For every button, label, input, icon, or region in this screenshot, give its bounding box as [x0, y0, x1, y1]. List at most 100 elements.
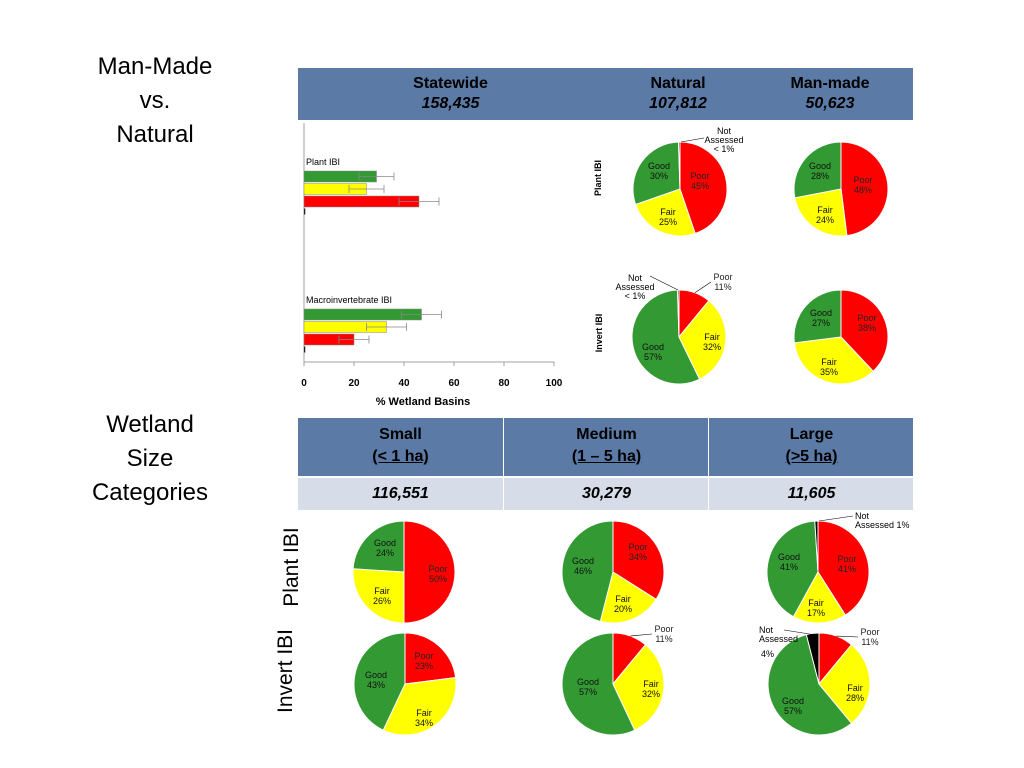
pie-value-not-assessed: < 1%: [625, 291, 646, 301]
size-large-label: Large: [789, 426, 834, 443]
pie-value-good: 28%: [811, 171, 829, 181]
pie-label-poor: Poor: [428, 564, 447, 574]
header-man-made-label: Man-made: [790, 75, 870, 92]
pie-slice-large-invert-not-assessed: [805, 632, 820, 685]
pie-slice-medium-invert-good: [561, 632, 636, 736]
pie-label-good: Good: [577, 677, 599, 687]
pie-value-good: 30%: [650, 171, 668, 181]
size-count-cell-medium: 30,279: [503, 478, 709, 510]
bar-chart-x-tick-label: 20: [348, 378, 360, 389]
header-man-made: Man-made 50,623: [770, 74, 890, 114]
pie-slice-small-invert-good: [353, 632, 406, 731]
pie-slice-natural-invert-good: [631, 289, 701, 385]
size-large-range: (>5 ha): [785, 448, 838, 465]
pie-value-fair: 32%: [642, 689, 660, 699]
pie-value-good: 57%: [784, 706, 802, 716]
pie-value-fair: 20%: [614, 604, 632, 614]
pie-label-good: Good: [642, 342, 664, 352]
pie-value-poor: 34%: [629, 552, 647, 562]
pie-slice-natural-plant-poor: [679, 141, 728, 235]
pie-leader-line: [836, 635, 859, 638]
pie-slice-natural-plant-not-assessed: [678, 141, 681, 190]
pie-label-good: Good: [810, 308, 832, 318]
pie-slice-small-plant-fair: [352, 568, 405, 624]
bar-not-assessed: [303, 346, 306, 353]
size-header-band: Small (< 1 ha) Medium (1 – 5 ha) Large (…: [298, 418, 913, 476]
pie-label-fair: Fair: [817, 205, 833, 215]
pie-slice-small-plant-poor: [403, 520, 456, 624]
pie-value-poor: 50%: [429, 574, 447, 584]
pie-value-good: 43%: [367, 680, 385, 690]
pie-label-good: Good: [778, 552, 800, 562]
pie-label-fair: Fair: [821, 357, 837, 367]
size-count-cell-small: 116,551: [298, 478, 503, 510]
pie-value-poor: 45%: [691, 181, 709, 191]
pie-slice-large-plant-not-assessed: [814, 520, 819, 573]
pie-leader-line: [694, 281, 712, 294]
pie-slice-large-invert-fair: [818, 643, 871, 725]
pie-value-fair: 35%: [820, 367, 838, 377]
header-statewide-count: 158,435: [421, 95, 480, 112]
size-large-count: 11,605: [787, 485, 836, 502]
pie-label-poor: Poor: [654, 624, 673, 634]
pie-label-fair: Fair: [374, 586, 390, 596]
pie-leader-line: [680, 137, 705, 143]
pie-label-not-assessed: Not: [628, 273, 643, 283]
size-header-small: Small (< 1 ha): [298, 418, 503, 476]
top-header-band: Statewide 158,435 Natural 107,812 Man-ma…: [298, 68, 913, 120]
pie-value-poor: 48%: [854, 185, 872, 195]
header-natural-count: 107,812: [649, 95, 707, 112]
header-statewide-label: Statewide: [413, 75, 488, 92]
pie-slice-large-plant-good: [766, 520, 819, 618]
bar-chart-x-tick-label: 80: [498, 378, 510, 389]
pie-label-good: Good: [782, 696, 804, 706]
pie-label-poor: Poor: [837, 554, 856, 564]
pie-label-not-assessed: Assessed: [704, 135, 743, 145]
pie-value-fair: 28%: [846, 693, 864, 703]
bar-group-label: Plant IBI: [306, 157, 340, 167]
pie-label-poor: Poor: [860, 627, 879, 637]
size-count-cell-large: 11,605: [708, 478, 914, 510]
pie-slice-large-invert-good: [767, 633, 853, 736]
bar-group-label: Macroinvertebrate IBI: [306, 295, 392, 305]
pie-slice-medium-plant-good: [561, 520, 614, 623]
pie-leader-line: [783, 629, 817, 636]
pie-label-not-assessed: Not: [717, 126, 732, 136]
pie-label-fair: Fair: [808, 598, 824, 608]
size-medium-label: Medium: [576, 426, 637, 443]
size-small-label: Small: [379, 426, 422, 443]
pie-slice-manmade-invert-poor: [840, 289, 889, 372]
pie-label-fair: Fair: [660, 207, 676, 217]
section-title-man-made-vs-natural: Man-Made vs. Natural: [97, 53, 213, 148]
section-title-wetland-size: Wetland Size Categories: [91, 411, 209, 506]
bar-chart-x-tick-label: 40: [398, 378, 410, 389]
header-natural: Natural 107,812: [618, 74, 738, 114]
pie-label-not-assessed: Assessed: [615, 282, 654, 292]
pie-value-fair: 25%: [659, 217, 677, 227]
pie-value-fair: 17%: [807, 608, 825, 618]
pie-slice-natural-invert-fair: [678, 299, 727, 380]
pie-label-fair: Fair: [643, 679, 659, 689]
pie-label-fair: Fair: [847, 683, 863, 693]
pie-value-good: 57%: [644, 352, 662, 362]
bar-chart-x-axis-label: % Wetland Basins: [376, 396, 471, 408]
size-count-band: 116,551 30,279 11,605: [298, 478, 913, 510]
pie-label-fair: Fair: [615, 594, 631, 604]
pie-value-good: 57%: [579, 687, 597, 697]
pie-slice-manmade-plant-fair: [794, 188, 848, 237]
pie-label-good: Good: [374, 538, 396, 548]
size-medium-range: (1 – 5 ha): [571, 448, 642, 465]
pie-slice-medium-plant-fair: [599, 571, 657, 624]
size-header-medium: Medium (1 – 5 ha): [503, 418, 709, 476]
pie-label-good: Good: [365, 670, 387, 680]
pie-value-poor: 11%: [655, 634, 672, 644]
pie-label-not-assessed: Not: [855, 511, 870, 521]
bar-chart-x-tick-label: 100: [546, 378, 563, 389]
bar-chart-x-tick-label: 60: [448, 378, 460, 389]
header-statewide: Statewide 158,435: [348, 74, 553, 114]
header-man-made-count: 50,623: [805, 95, 855, 112]
pie-slice-small-plant-good: [352, 520, 405, 573]
pie-value-poor: 11%: [861, 637, 878, 647]
pie-value-poor: 38%: [858, 323, 876, 333]
